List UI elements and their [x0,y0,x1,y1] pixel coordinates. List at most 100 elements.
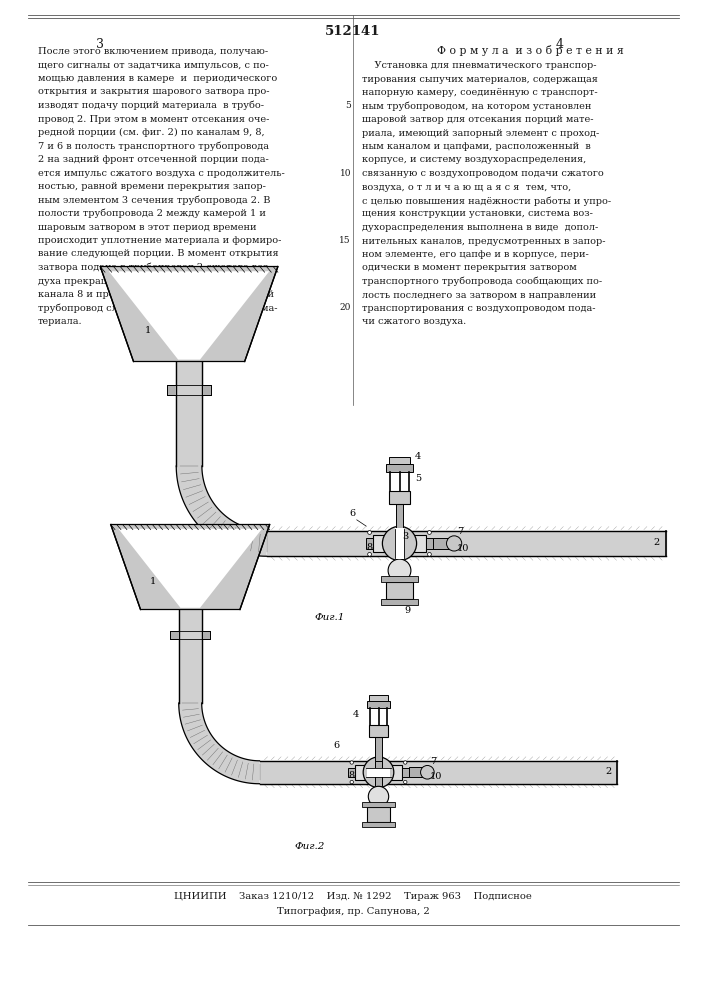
Text: трубопровод следующей порции сыпучего ма-: трубопровод следующей порции сыпучего ма… [38,304,278,313]
Bar [349,768,355,777]
Bar [389,491,410,504]
Text: напорную камеру, соединённую с транспорт-: напорную камеру, соединённую с транспорт… [362,88,597,97]
Text: 2: 2 [653,538,659,547]
Bar [369,725,388,737]
Text: 5: 5 [415,474,421,483]
Text: нительных каналов, предусмотренных в запор-: нительных каналов, предусмотренных в зап… [362,236,605,245]
Text: 9: 9 [404,606,410,615]
Text: 2 на задний фронт отсеченной порции пода-: 2 на задний фронт отсеченной порции пода… [38,155,269,164]
Text: ным трубопроводом, на котором установлен: ным трубопроводом, на котором установлен [362,102,591,111]
Circle shape [404,780,407,784]
Text: 7: 7 [457,527,463,536]
Text: ЦНИИПИ    Заказ 1210/12    Изд. № 1292    Тираж 963    Подписное: ЦНИИПИ Заказ 1210/12 Изд. № 1292 Тираж 9… [174,892,532,901]
Circle shape [350,761,354,764]
Text: Фиг.1: Фиг.1 [315,613,345,622]
Text: 10: 10 [339,168,351,178]
Circle shape [388,559,411,582]
Polygon shape [118,529,262,608]
Text: вание следующей порции. В момент открытия: вание следующей порции. В момент открыти… [38,249,279,258]
Text: одически в момент перекрытия затвором: одически в момент перекрытия затвором [362,263,577,272]
Text: 3: 3 [402,532,409,541]
Bar [386,582,413,599]
Text: шаровой затвор для отсекания порций мате-: шаровой затвор для отсекания порций мате… [362,115,593,124]
Bar [386,464,413,472]
Bar [433,538,452,549]
Bar [201,631,210,639]
Text: Установка для пневматического транспор-: Установка для пневматического транспор- [362,61,597,70]
Bar [402,768,409,777]
Bar [167,385,176,395]
Circle shape [421,765,434,779]
Text: 7 и 6 в полость транспортного трубопровода: 7 и 6 в полость транспортного трубопрово… [38,141,269,151]
Text: 6: 6 [350,509,356,518]
Bar [409,767,426,777]
Text: Фиг.2: Фиг.2 [295,842,325,851]
Text: открытия и закрытия шарового затвора про-: открытия и закрытия шарового затвора про… [38,88,269,97]
Circle shape [428,531,431,534]
Polygon shape [100,266,278,361]
Circle shape [350,780,354,784]
Bar [373,535,426,552]
Text: 10: 10 [430,772,443,781]
Polygon shape [179,703,259,784]
Text: 5: 5 [345,101,351,110]
Bar [367,768,390,777]
Text: тирования сыпучих материалов, содержащая: тирования сыпучих материалов, содержащая [362,75,598,84]
Text: воздуха, о т л и ч а ю щ а я с я  тем, что,: воздуха, о т л и ч а ю щ а я с я тем, чт… [362,182,571,192]
Text: ным каналом и цапфами, расположенный  в: ным каналом и цапфами, расположенный в [362,142,591,151]
Text: 2: 2 [605,767,611,776]
Text: провод 2. При этом в момент отсекания оче-: провод 2. При этом в момент отсекания оч… [38,114,269,123]
Bar [382,599,418,605]
Text: 7: 7 [430,757,436,766]
Text: 1: 1 [150,577,156,586]
Text: Ф о р м у л а  и з о б р е т е н и я: Ф о р м у л а и з о б р е т е н и я [437,45,624,56]
Text: затвора подача в трубопровод 2 сжатого воз-: затвора подача в трубопровод 2 сжатого в… [38,263,271,272]
Circle shape [368,531,371,534]
Text: щения конструкции установки, система воз-: щения конструкции установки, система воз… [362,210,593,219]
Bar [396,504,403,556]
Text: шаровым затвором в этот период времени: шаровым затвором в этот период времени [38,223,257,232]
Bar [389,457,410,464]
Text: связанную с воздухопроводом подачи сжатого: связанную с воздухопроводом подачи сжато… [362,169,604,178]
Text: транспортного трубопровода сообщающих по-: транспортного трубопровода сообщающих по… [362,277,602,286]
Text: корпусе, и систему воздухораспределения,: корпусе, и систему воздухораспределения, [362,155,586,164]
Bar [396,531,403,559]
Text: транспортирования с воздухопроводом пода-: транспортирования с воздухопроводом пода… [362,304,595,313]
Text: духораспределения выполнена в виде  допол-: духораспределения выполнена в виде допол… [362,223,598,232]
Polygon shape [176,466,267,556]
Text: ным элементом 3 сечения трубопровода 2. В: ным элементом 3 сечения трубопровода 2. … [38,196,271,205]
Polygon shape [111,524,269,609]
Text: полости трубопровода 2 между камерой 1 и: полости трубопровода 2 между камерой 1 и [38,209,266,219]
Text: риала, имеющий запорный элемент с проход-: риала, имеющий запорный элемент с проход… [362,128,600,137]
Bar [355,765,402,780]
Text: ном элементе, его цапфе и в корпусе, пери-: ном элементе, его цапфе и в корпусе, пер… [362,250,589,259]
Text: 3: 3 [96,38,104,51]
Polygon shape [109,271,269,360]
Text: 15: 15 [339,236,351,245]
Bar [367,701,390,708]
Text: щего сигналы от задатчика импульсов, с по-: щего сигналы от задатчика импульсов, с п… [38,60,269,70]
Bar [363,802,395,807]
Text: изводят подачу порций материала  в трубо-: изводят подачу порций материала в трубо- [38,101,264,110]
Bar [426,538,433,549]
Text: 8: 8 [349,771,355,780]
Text: духа прекращается вследствие перекрытия: духа прекращается вследствие перекрытия [38,276,264,286]
Text: Типография, пр. Сапунова, 2: Типография, пр. Сапунова, 2 [276,907,429,916]
Text: канала 8 и происходит впуск в транспортный: канала 8 и происходит впуск в транспортн… [38,290,274,299]
Bar [363,822,395,827]
Text: лость последнего за затвором в направлении: лость последнего за затвором в направлен… [362,290,596,300]
Circle shape [428,552,431,556]
Circle shape [404,761,407,764]
Bar [366,538,373,549]
Bar [202,385,211,395]
Text: чи сжатого воздуха.: чи сжатого воздуха. [362,318,466,326]
Circle shape [382,526,416,561]
Text: ется импульс сжатого воздуха с продолжитель-: ется импульс сжатого воздуха с продолжит… [38,168,285,178]
Text: 10: 10 [457,544,469,553]
Text: ностью, равной времени перекрытия запор-: ностью, равной времени перекрытия запор- [38,182,266,191]
Text: редной порции (см. фиг. 2) по каналам 9, 8,: редной порции (см. фиг. 2) по каналам 9,… [38,128,264,137]
Text: 4: 4 [353,710,359,719]
Text: с целью повышения надёжности работы и упро-: с целью повышения надёжности работы и уп… [362,196,611,206]
Circle shape [368,552,371,556]
Text: 4: 4 [415,452,421,461]
